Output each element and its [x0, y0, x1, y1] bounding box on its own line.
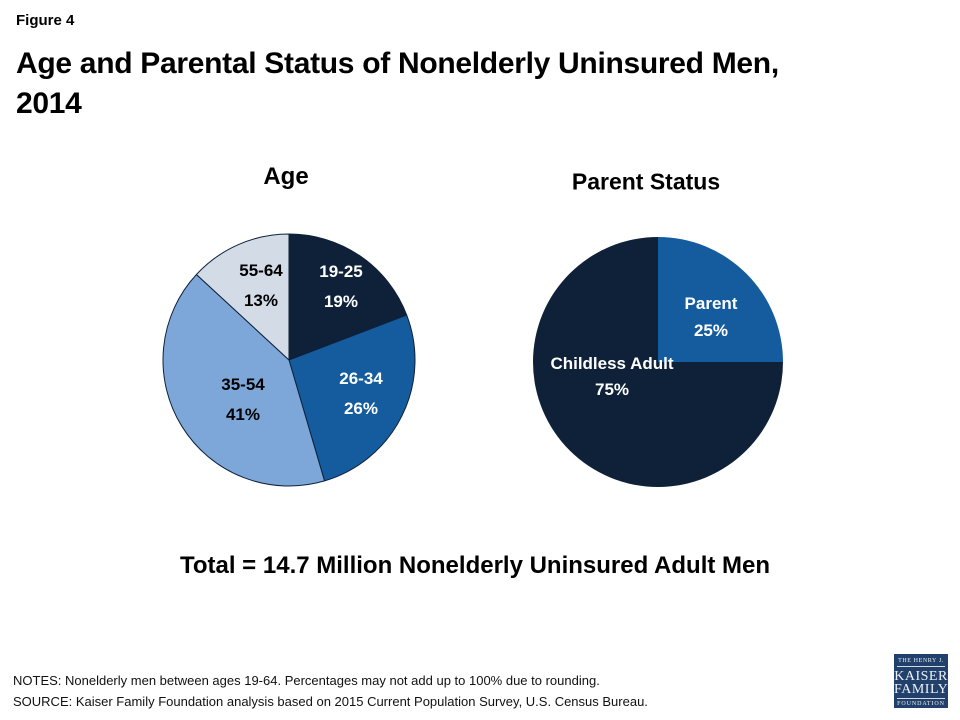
logo-tagline-bottom: FOUNDATION: [897, 698, 945, 707]
figure-label: Figure 4: [16, 12, 75, 29]
slice-category: Parent: [684, 294, 738, 313]
page-title: Age and Parental Status of Nonelderly Un…: [16, 44, 926, 124]
childless-adult-slice-label: Childless Adult 75%: [547, 351, 677, 403]
slice-percent: 75%: [594, 380, 630, 399]
slice-percent: 13%: [243, 291, 279, 310]
notes-line: NOTES: Nonelderly men between ages 19-64…: [13, 673, 600, 688]
slice-range: 19-25: [319, 262, 363, 281]
slice-category: Childless Adult: [550, 354, 674, 373]
slice-percent: 26%: [343, 399, 379, 418]
slice-range: 55-64: [239, 261, 283, 280]
total-caption: Total = 14.7 Million Nonelderly Uninsure…: [179, 552, 771, 579]
age-slice-label-35-54: 35-54 41%: [221, 370, 264, 430]
logo-tagline-top: THE HENRY J.: [897, 654, 945, 667]
age-chart-title: Age: [263, 163, 309, 190]
kaiser-family-foundation-logo: THE HENRY J. KAISER FAMILY FOUNDATION: [894, 654, 948, 708]
slice-percent: 19%: [323, 292, 359, 311]
age-slice-label-26-34: 26-34 26%: [339, 364, 382, 424]
slice-range: 35-54: [221, 375, 265, 394]
source-line: SOURCE: Kaiser Family Foundation analysi…: [13, 693, 648, 709]
logo-name-line-2: FAMILY: [894, 682, 949, 697]
age-slice-label-55-64: 55-64 13%: [239, 256, 282, 316]
page-title-line-2: 2014: [16, 87, 82, 120]
page-title-line-1: Age and Parental Status of Nonelderly Un…: [16, 47, 779, 80]
slice-range: 26-34: [339, 369, 383, 388]
slice-percent: 41%: [225, 405, 261, 424]
slice-percent: 25%: [693, 321, 729, 340]
age-slice-label-19-25: 19-25 19%: [319, 257, 362, 317]
footer-notes: NOTES: Nonelderly men between ages 19-64…: [13, 671, 648, 712]
parent-status-chart-title: Parent Status: [571, 168, 721, 195]
parent-slice-label: Parent 25%: [685, 290, 738, 344]
logo-name-line-1: KAISER: [894, 669, 948, 684]
